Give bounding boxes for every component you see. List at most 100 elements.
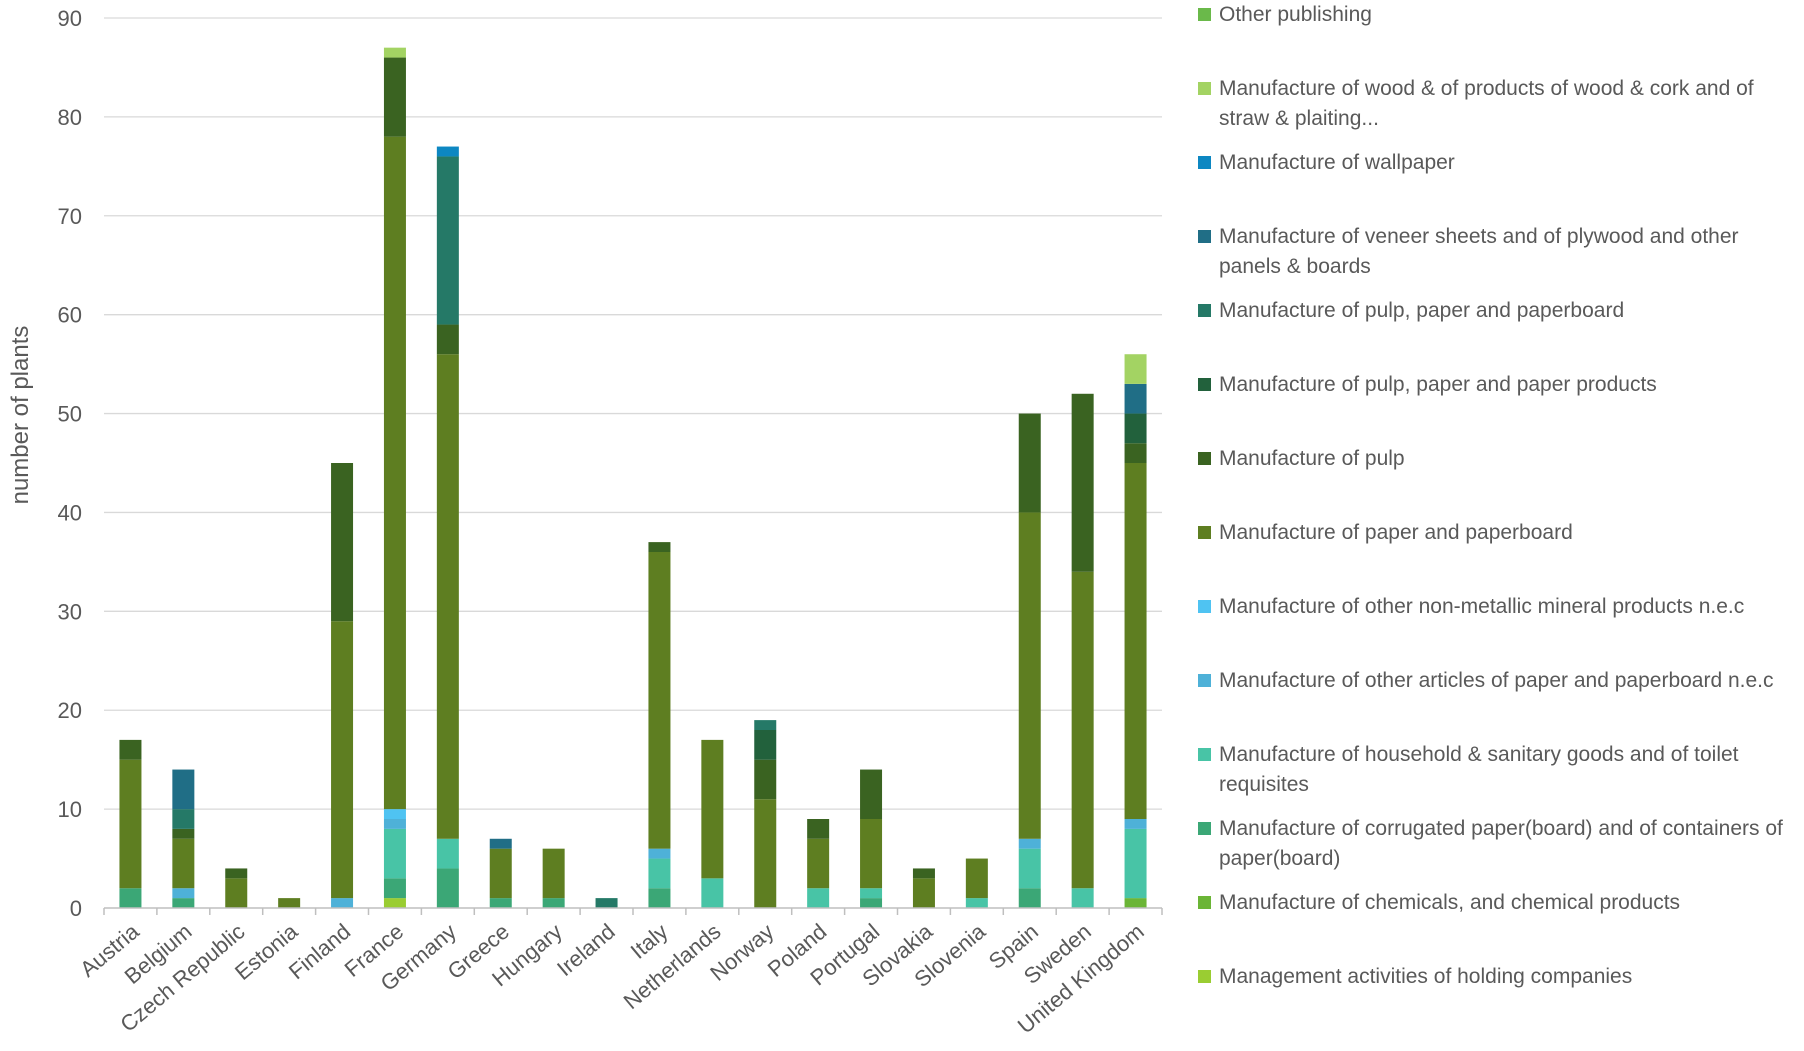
bar-segment <box>119 759 142 889</box>
bar-segment <box>754 759 777 800</box>
legend-swatch <box>1198 156 1211 169</box>
bar-segment <box>489 848 512 899</box>
bar-segment <box>701 739 724 879</box>
legend-label: Manufacture of pulp <box>1219 447 1405 470</box>
legend-item: Manufacture of pulp, paper and paperboar… <box>1198 296 1804 326</box>
bar-segment <box>912 878 935 908</box>
bar-stack-germany <box>436 146 459 908</box>
bar-segment <box>860 898 883 908</box>
legend-label: Manufacture of other non-metallic minera… <box>1219 595 1745 618</box>
bar-segment <box>225 878 248 908</box>
bar-segment <box>436 354 459 839</box>
bar-stack-czech-republic <box>225 868 248 908</box>
bar-segment <box>119 739 142 760</box>
legend-swatch <box>1198 82 1211 95</box>
legend-label: Manufacture of paper and paperboard <box>1219 521 1573 544</box>
bar-segment <box>172 888 195 899</box>
bar-segment <box>1124 819 1147 829</box>
legend-swatch <box>1198 970 1211 983</box>
y-tick-label: 10 <box>58 797 82 822</box>
bar-segment <box>278 898 301 908</box>
bar-stack-finland <box>331 463 354 908</box>
bar-segment <box>1124 463 1147 819</box>
legend-swatch <box>1198 526 1211 539</box>
axes <box>103 907 1163 915</box>
bar-segment <box>807 819 830 839</box>
bar-segment <box>807 838 830 889</box>
legend-item: Manufacture of other non-metallic minera… <box>1198 592 1804 622</box>
legend-swatch <box>1198 304 1211 317</box>
bar-segment <box>172 828 195 839</box>
bar-segment <box>1018 848 1041 889</box>
bar-segment <box>383 809 406 819</box>
bar-segment <box>383 47 406 58</box>
legend-swatch <box>1198 8 1211 21</box>
bar-segment <box>754 799 777 908</box>
bar-stacks <box>119 47 1147 908</box>
y-tick-label: 80 <box>58 105 82 130</box>
legend-item: Manufacture of veneer sheets and of plyw… <box>1198 222 1804 282</box>
bar-segment <box>119 888 142 908</box>
bar-segment <box>595 898 618 908</box>
bar-segment <box>860 769 883 819</box>
legend-label: Manufacture of corrugated paper(board) a… <box>1219 817 1783 870</box>
y-tick-label: 20 <box>58 698 82 723</box>
bar-segment <box>331 463 354 622</box>
bar-stack-italy <box>648 542 671 908</box>
bar-segment <box>1071 888 1094 908</box>
legend-item: Manufacture of paper and paperboard <box>1198 518 1804 548</box>
legend-item: Other publishing <box>1198 0 1804 30</box>
y-tick-label: 50 <box>58 402 82 427</box>
y-tick-labels: 0 10 20 30 40 50 60 70 80 90 <box>58 6 82 921</box>
bar-stack-estonia <box>278 898 301 908</box>
bar-stack-hungary <box>542 848 565 908</box>
legend-item: Manufacture of household & sanitary good… <box>1198 740 1804 800</box>
x-tick-label: Ireland <box>552 919 620 981</box>
legend-label: Manufacture of pulp, paper and paper pro… <box>1219 373 1657 396</box>
y-tick-label: 60 <box>58 303 82 328</box>
bar-segment <box>1124 828 1147 899</box>
x-tick-label: Finland <box>284 919 355 985</box>
bar-stack-greece <box>489 838 512 908</box>
bar-segment <box>542 848 565 899</box>
bar-segment <box>172 838 195 889</box>
bar-segment <box>754 720 777 730</box>
legend-item: Manufacture of wood & of products of woo… <box>1198 74 1804 134</box>
bar-segment <box>1071 571 1094 889</box>
legend-item: Manufacture of other articles of paper a… <box>1198 666 1804 696</box>
bar-segment <box>648 858 671 889</box>
bar-segment <box>383 819 406 829</box>
bar-segment <box>383 57 406 137</box>
bar-segment <box>1124 354 1147 384</box>
bar-segment <box>489 898 512 908</box>
bar-stack-ireland <box>595 898 618 908</box>
bar-segment <box>225 868 248 879</box>
bar-segment <box>1124 383 1147 414</box>
legend-label: Management activities of holding compani… <box>1219 965 1633 988</box>
bar-stack-united-kingdom <box>1124 354 1147 908</box>
legend-label: Manufacture of chemicals, and chemical p… <box>1219 891 1681 914</box>
y-tick-label: 40 <box>58 500 82 525</box>
bar-stack-belgium <box>172 769 195 908</box>
legend-item: Manufacture of pulp <box>1198 444 1804 474</box>
bar-segment <box>436 868 459 908</box>
bar-segment <box>1071 393 1094 572</box>
legend-item: Manufacture of wallpaper <box>1198 148 1804 178</box>
legend-label: Manufacture of veneer sheets and of plyw… <box>1219 225 1739 278</box>
bar-stack-slovakia <box>912 868 935 908</box>
bar-stack-portugal <box>860 769 883 908</box>
legend-swatch <box>1198 674 1211 687</box>
bar-segment <box>1018 838 1041 849</box>
legend-label: Manufacture of wallpaper <box>1219 151 1455 174</box>
legend-swatch <box>1198 822 1211 835</box>
bar-segment <box>1124 413 1147 444</box>
bar-segment <box>383 136 406 810</box>
bar-segment <box>701 878 724 908</box>
bar-stack-netherlands <box>701 739 724 908</box>
bar-segment <box>331 898 354 908</box>
bar-segment <box>436 838 459 869</box>
bar-segment <box>1124 443 1147 463</box>
bar-segment <box>172 769 195 810</box>
